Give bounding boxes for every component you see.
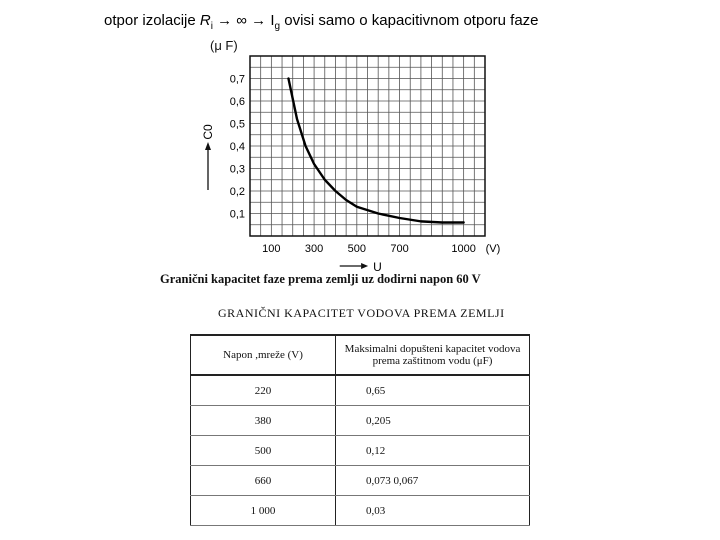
capacitance-table: Napon ,mreže (V) Maksimalni dopušteni ka… bbox=[190, 334, 530, 526]
x-axis-label: U bbox=[373, 260, 382, 272]
y-tick-label: 0,2 bbox=[230, 186, 245, 198]
y-axis-arrow-head bbox=[205, 142, 211, 150]
y-tick-label: 0,3 bbox=[230, 164, 245, 176]
heading-prefix: otpor izolacije bbox=[104, 12, 200, 29]
table-header-voltage: Napon ,mreže (V) bbox=[190, 334, 336, 376]
heading-arrow-text: → ∞ → I bbox=[212, 12, 275, 29]
voltage-cell: 380 bbox=[190, 405, 336, 436]
voltage-cell: 1 000 bbox=[190, 495, 336, 526]
x-tick-label: 300 bbox=[305, 243, 323, 255]
table-row: 1 000 0,03 bbox=[190, 495, 530, 526]
y-axis-unit: (μ F) bbox=[210, 38, 238, 53]
table-row: 220 0,65 bbox=[190, 375, 530, 406]
y-tick-label: 0,4 bbox=[230, 141, 245, 153]
table-title: GRANIČNI KAPACITET VODOVA PREMA ZEMLJI bbox=[218, 306, 505, 320]
voltage-cell: 660 bbox=[190, 465, 336, 496]
y-tick-label: 0,7 bbox=[230, 74, 245, 86]
voltage-cell: 500 bbox=[190, 435, 336, 466]
voltage-cell: 220 bbox=[190, 375, 336, 406]
x-tick-label: 100 bbox=[262, 243, 280, 255]
capacity-cell: 0,03 bbox=[335, 495, 530, 526]
y-tick-label: 0,6 bbox=[230, 96, 245, 108]
capacity-cell: 0,205 bbox=[335, 405, 530, 436]
x-tick-label: 500 bbox=[348, 243, 366, 255]
y-tick-label: 0,1 bbox=[230, 209, 245, 221]
chart-caption: Granični kapacitet faze prema zemlji uz … bbox=[160, 272, 481, 286]
capacity-cell: 0,65 bbox=[335, 375, 530, 406]
capacitance-chart: 0,1 0,2 0,3 0,4 0,5 0,6 0,7 100 300 500 700 1000 (V)… bbox=[201, 55, 501, 272]
page-heading: otpor izolacije Ri → ∞ → Ig ovisi samo o… bbox=[104, 12, 624, 32]
table-row: 660 0,073 0,067 bbox=[190, 465, 530, 496]
y-tick-label: 0,5 bbox=[230, 119, 245, 131]
heading-ri: R bbox=[199, 12, 211, 29]
heading-ri-subscript: i bbox=[210, 21, 213, 32]
table-row: 500 0,12 bbox=[190, 435, 530, 466]
capacity-cell: 0,12 bbox=[335, 435, 530, 466]
x-tick-label: 1000 bbox=[451, 243, 475, 255]
table-header-row: Napon ,mreže (V) Maksimalni dopušteni ka… bbox=[190, 334, 530, 376]
table-row: 380 0,205 bbox=[190, 405, 530, 436]
y-axis-label: C0 bbox=[201, 124, 215, 140]
x-axis-unit: (V) bbox=[486, 243, 501, 255]
capacity-cell: 0,073 0,067 bbox=[335, 465, 530, 496]
plot-frame bbox=[249, 55, 486, 237]
heading-ig-subscript: g bbox=[274, 21, 281, 32]
x-axis-arrow-head bbox=[361, 263, 369, 269]
capacitance-curve bbox=[287, 77, 465, 224]
table-header-capacity: Maksimalni dopušteni kapacitet vodova pr… bbox=[335, 334, 530, 376]
heading-rest: ovisi samo o kapacitivnom otporu faze bbox=[280, 12, 539, 29]
x-tick-label: 700 bbox=[390, 243, 408, 255]
